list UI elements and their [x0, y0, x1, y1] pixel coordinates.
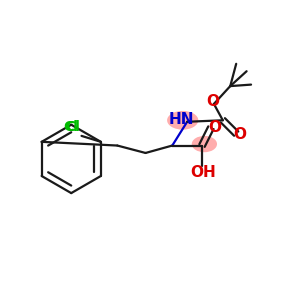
Text: OH: OH — [190, 165, 216, 180]
Text: O: O — [208, 120, 221, 135]
Ellipse shape — [167, 111, 198, 130]
Text: HN: HN — [169, 112, 195, 127]
Text: O: O — [206, 94, 219, 109]
Text: Cl: Cl — [65, 120, 80, 134]
Ellipse shape — [192, 136, 217, 152]
Text: Cl: Cl — [64, 119, 79, 134]
Text: O: O — [233, 127, 246, 142]
